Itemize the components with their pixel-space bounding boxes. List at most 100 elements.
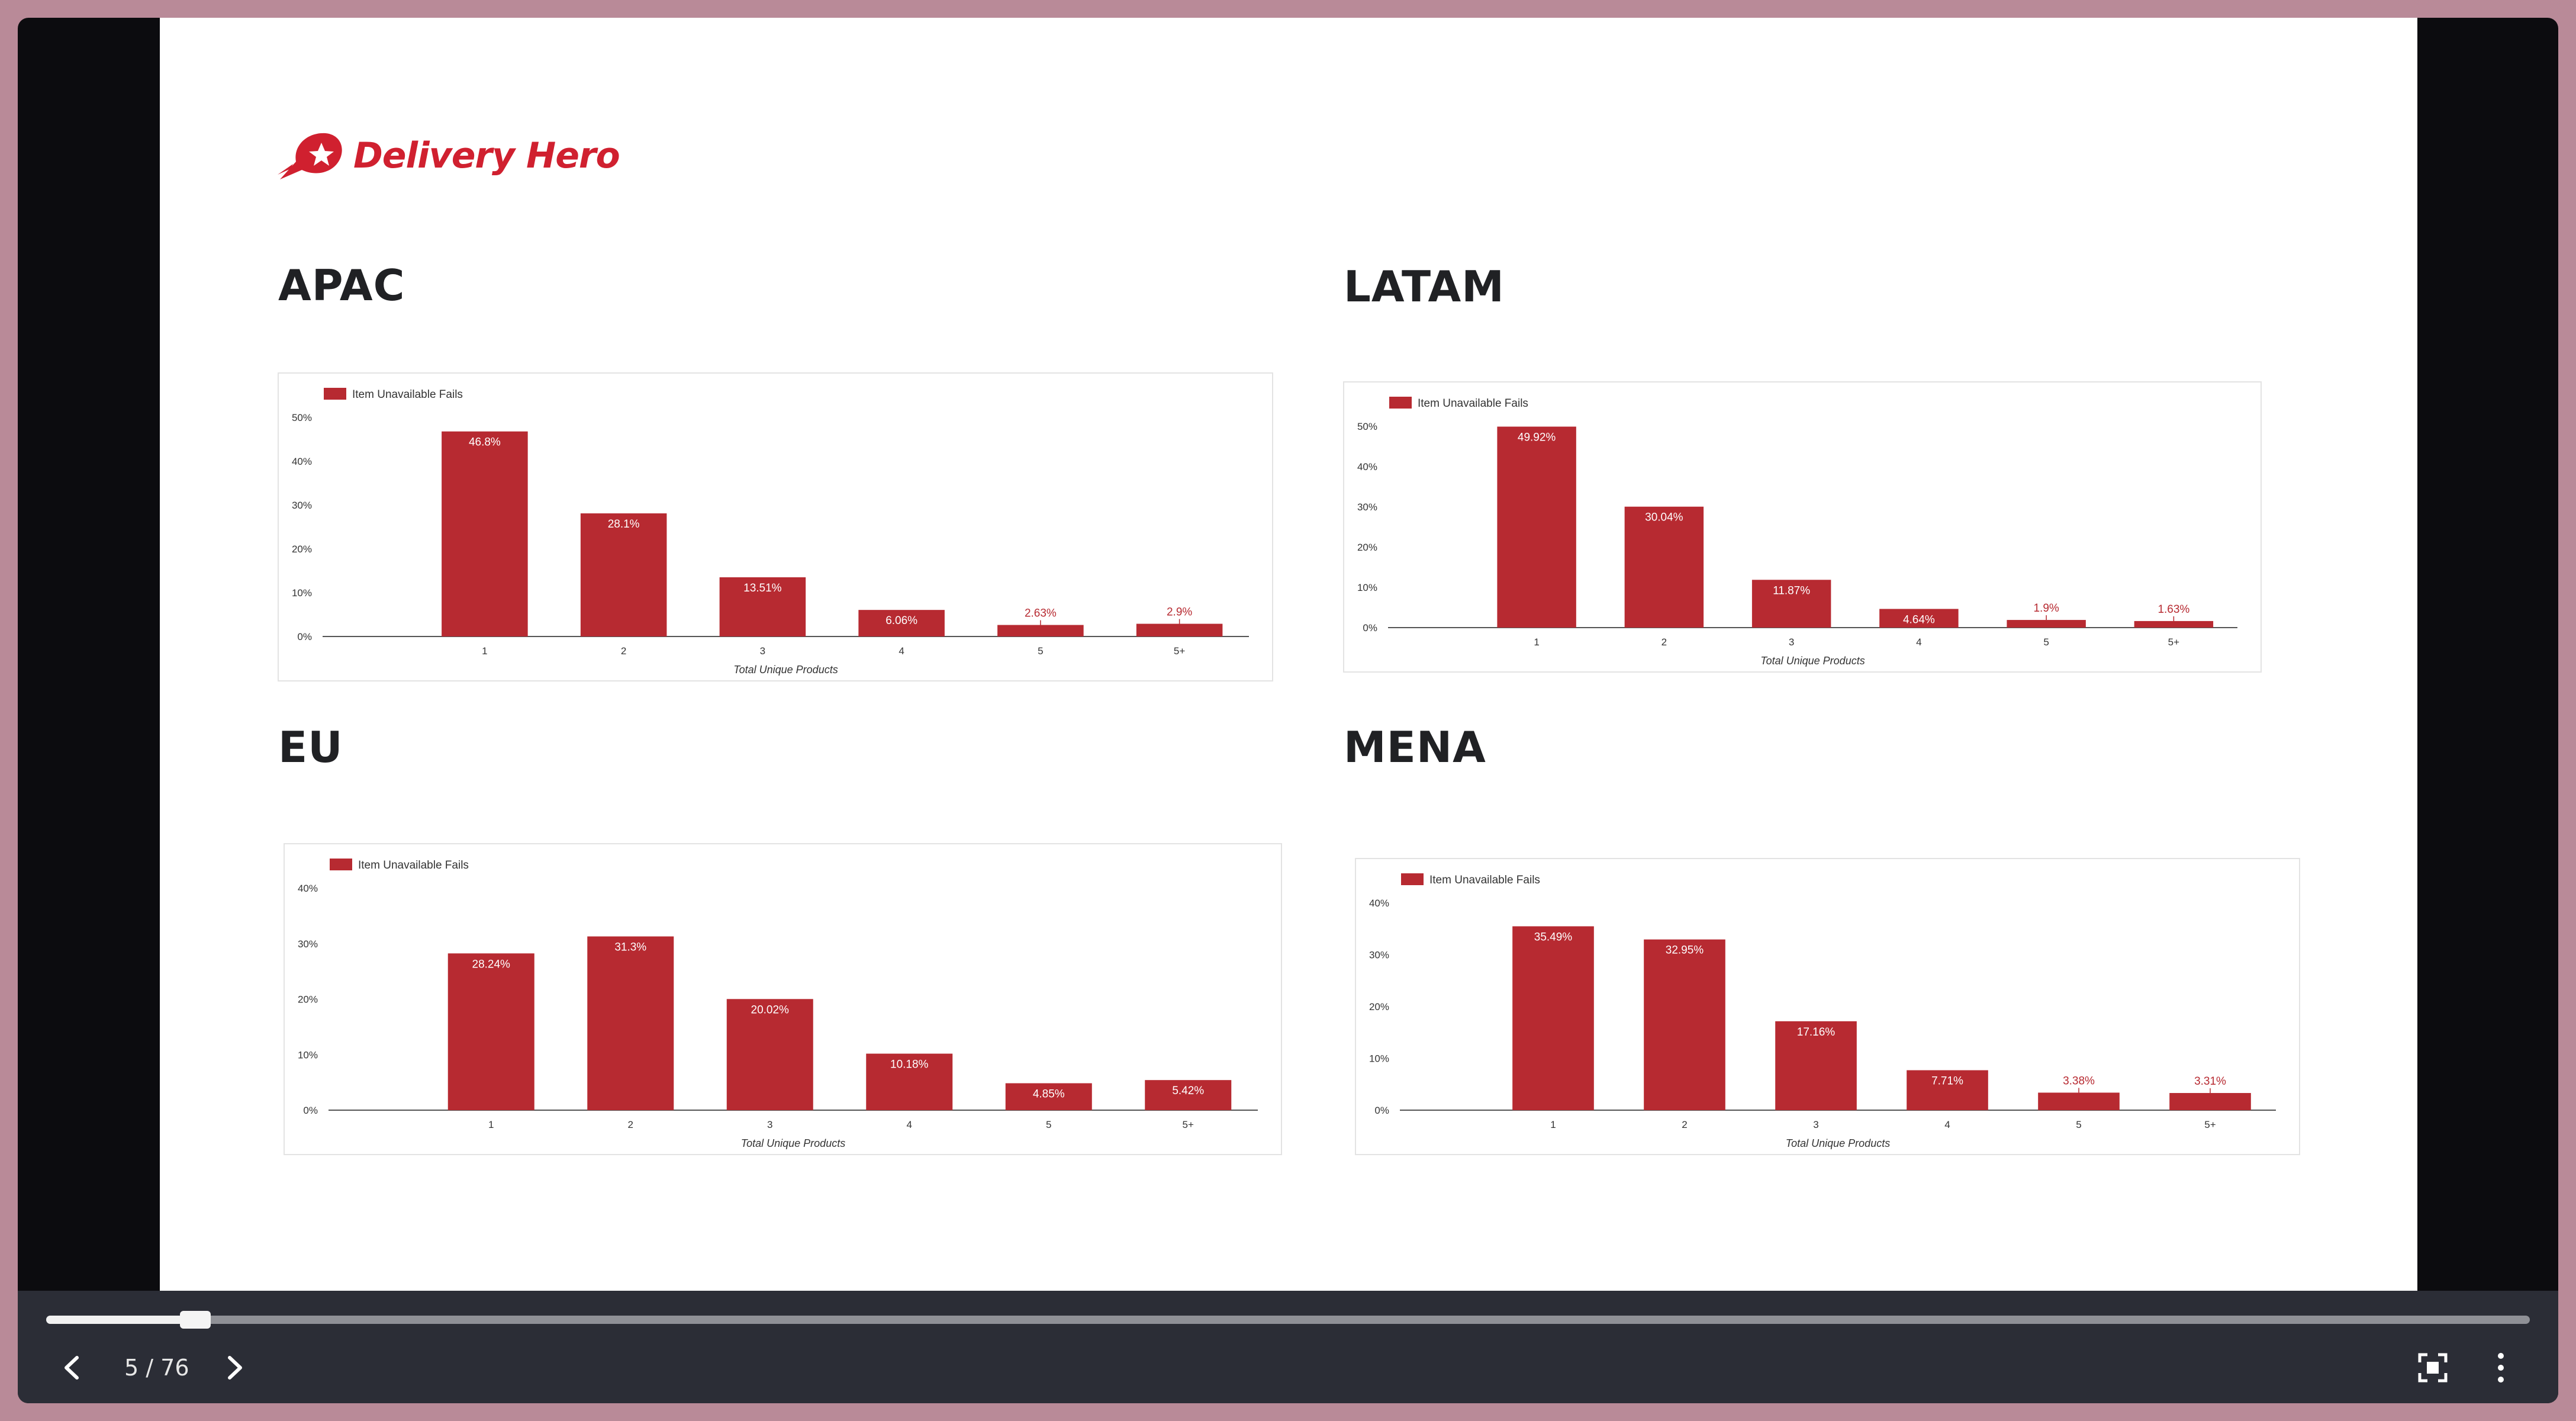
data-label: 28.1% bbox=[608, 518, 640, 531]
region-title-latam: LATAM bbox=[1344, 262, 1505, 311]
bar bbox=[1497, 426, 1576, 628]
y-tick-label: 10% bbox=[1357, 582, 1377, 593]
previous-slide-button[interactable] bbox=[52, 1347, 94, 1388]
chart-mena: Item Unavailable Fails 0% 10% 20% 30% 40% 35.4… bbox=[1355, 858, 2300, 1155]
x-tick-label: 5 bbox=[2043, 636, 2049, 648]
x-tick-label: 1 bbox=[482, 645, 487, 657]
chevron-left-icon bbox=[65, 1356, 79, 1380]
data-label: 31.3% bbox=[614, 941, 646, 954]
x-tick-label: 4 bbox=[907, 1119, 912, 1130]
data-label: 20.02% bbox=[751, 1004, 790, 1016]
y-tick-label: 30% bbox=[298, 938, 318, 950]
bar bbox=[719, 577, 806, 636]
progress-handle[interactable] bbox=[179, 1311, 211, 1329]
x-tick-label: 3 bbox=[760, 645, 765, 657]
x-tick-label: 2 bbox=[621, 645, 626, 657]
x-tick-label: 5+ bbox=[2168, 636, 2179, 648]
x-tick-label: 3 bbox=[1789, 636, 1794, 648]
progress-bar[interactable] bbox=[46, 1311, 2530, 1329]
bar bbox=[866, 1053, 953, 1110]
progress-fill bbox=[46, 1316, 195, 1324]
y-tick-label: 20% bbox=[1369, 1001, 1389, 1012]
region-title-eu: EU bbox=[278, 722, 343, 772]
data-label: 5.42% bbox=[1172, 1085, 1204, 1097]
chart-latam: Item Unavailable Fails 0% 10% 20% 30% 40% 50% 4… bbox=[1343, 381, 2262, 673]
chart-background bbox=[1343, 381, 2262, 673]
bar bbox=[997, 625, 1084, 636]
legend: Item Unavailable Fails bbox=[1401, 873, 1540, 886]
x-tick-label: 2 bbox=[1682, 1119, 1687, 1130]
legend: Item Unavailable Fails bbox=[324, 388, 463, 401]
more-options-button[interactable] bbox=[2480, 1347, 2522, 1388]
chart-eu: Item Unavailable Fails 0% 10% 20% 30% 40% 28.2… bbox=[284, 843, 1282, 1155]
more-vertical-icon bbox=[2498, 1353, 2504, 1383]
fullscreen-icon bbox=[2418, 1353, 2448, 1383]
data-label: 3.38% bbox=[2063, 1075, 2095, 1087]
bar bbox=[1775, 1021, 1857, 1110]
bar bbox=[1136, 623, 1223, 636]
bar bbox=[587, 936, 674, 1110]
player-controls: 5 / 76 bbox=[18, 1291, 2558, 1403]
bar bbox=[2169, 1093, 2251, 1110]
data-label: 7.71% bbox=[1931, 1075, 1963, 1088]
data-label: 17.16% bbox=[1797, 1026, 1836, 1039]
bar bbox=[1907, 1070, 1988, 1110]
page-indicator: 5 / 76 bbox=[124, 1355, 189, 1381]
next-slide-button[interactable] bbox=[213, 1347, 255, 1388]
y-tick-label: 20% bbox=[1357, 542, 1377, 553]
bar bbox=[447, 953, 534, 1110]
y-tick-label: 40% bbox=[1357, 461, 1377, 472]
y-tick-label: 10% bbox=[292, 587, 312, 599]
y-tick-label: 50% bbox=[1357, 421, 1377, 432]
y-tick-label: 50% bbox=[292, 412, 312, 423]
bar bbox=[2007, 620, 2086, 628]
x-tick-label: 5 bbox=[1046, 1119, 1051, 1130]
data-label: 28.24% bbox=[472, 958, 511, 970]
region-title-mena: MENA bbox=[1344, 722, 1486, 772]
bar bbox=[1751, 580, 1831, 628]
data-label: 4.64% bbox=[1903, 613, 1935, 626]
data-label: 46.8% bbox=[469, 436, 501, 449]
legend-label: Item Unavailable Fails bbox=[352, 388, 463, 401]
fullscreen-button[interactable] bbox=[2412, 1347, 2453, 1388]
bar bbox=[1879, 609, 1959, 628]
legend-label: Item Unavailable Fails bbox=[1429, 874, 1540, 886]
y-tick-label: 30% bbox=[1369, 950, 1389, 961]
y-tick-label: 0% bbox=[1374, 1105, 1389, 1116]
presentation-viewer: Delivery Hero APAC LATAM EU MENA Item Un… bbox=[18, 18, 2558, 1403]
x-axis-label: Total Unique Products bbox=[1786, 1137, 1890, 1149]
data-label: 35.49% bbox=[1534, 931, 1573, 943]
region-title-apac: APAC bbox=[278, 261, 405, 310]
data-label: 10.18% bbox=[890, 1059, 929, 1071]
data-label: 1.63% bbox=[2158, 603, 2189, 616]
y-tick-label: 40% bbox=[298, 883, 318, 894]
delivery-hero-logo-icon bbox=[278, 133, 342, 179]
data-label: 6.06% bbox=[886, 615, 917, 627]
x-tick-label: 4 bbox=[1944, 1119, 1950, 1130]
bar bbox=[726, 999, 813, 1110]
data-label: 4.85% bbox=[1033, 1088, 1065, 1101]
legend-swatch bbox=[1389, 397, 1412, 409]
x-tick-label: 3 bbox=[767, 1119, 772, 1130]
delivery-hero-logo: Delivery Hero bbox=[275, 127, 620, 184]
data-label: 2.9% bbox=[1167, 606, 1192, 619]
x-axis-label: Total Unique Products bbox=[1760, 655, 1865, 667]
chart-apac: Item Unavailable Fails 0% 10% 20% 30% 40% 50% 4… bbox=[278, 372, 1273, 681]
x-tick-label: 2 bbox=[1661, 636, 1667, 648]
y-tick-label: 10% bbox=[298, 1049, 318, 1060]
chevron-right-icon bbox=[228, 1356, 242, 1380]
bar bbox=[2038, 1092, 2120, 1110]
data-label: 32.95% bbox=[1666, 944, 1704, 957]
x-tick-label: 4 bbox=[899, 645, 904, 657]
bar bbox=[1624, 506, 1704, 628]
legend-swatch bbox=[324, 388, 346, 400]
bar bbox=[1512, 926, 1594, 1110]
legend: Item Unavailable Fails bbox=[330, 859, 469, 872]
logo-text: Delivery Hero bbox=[353, 134, 620, 176]
data-label: 3.31% bbox=[2194, 1075, 2226, 1088]
x-axis-label: Total Unique Products bbox=[733, 664, 838, 676]
legend-label: Item Unavailable Fails bbox=[358, 859, 469, 872]
bar bbox=[1644, 939, 1725, 1110]
y-tick-label: 20% bbox=[292, 544, 312, 555]
x-tick-label: 1 bbox=[488, 1119, 494, 1130]
